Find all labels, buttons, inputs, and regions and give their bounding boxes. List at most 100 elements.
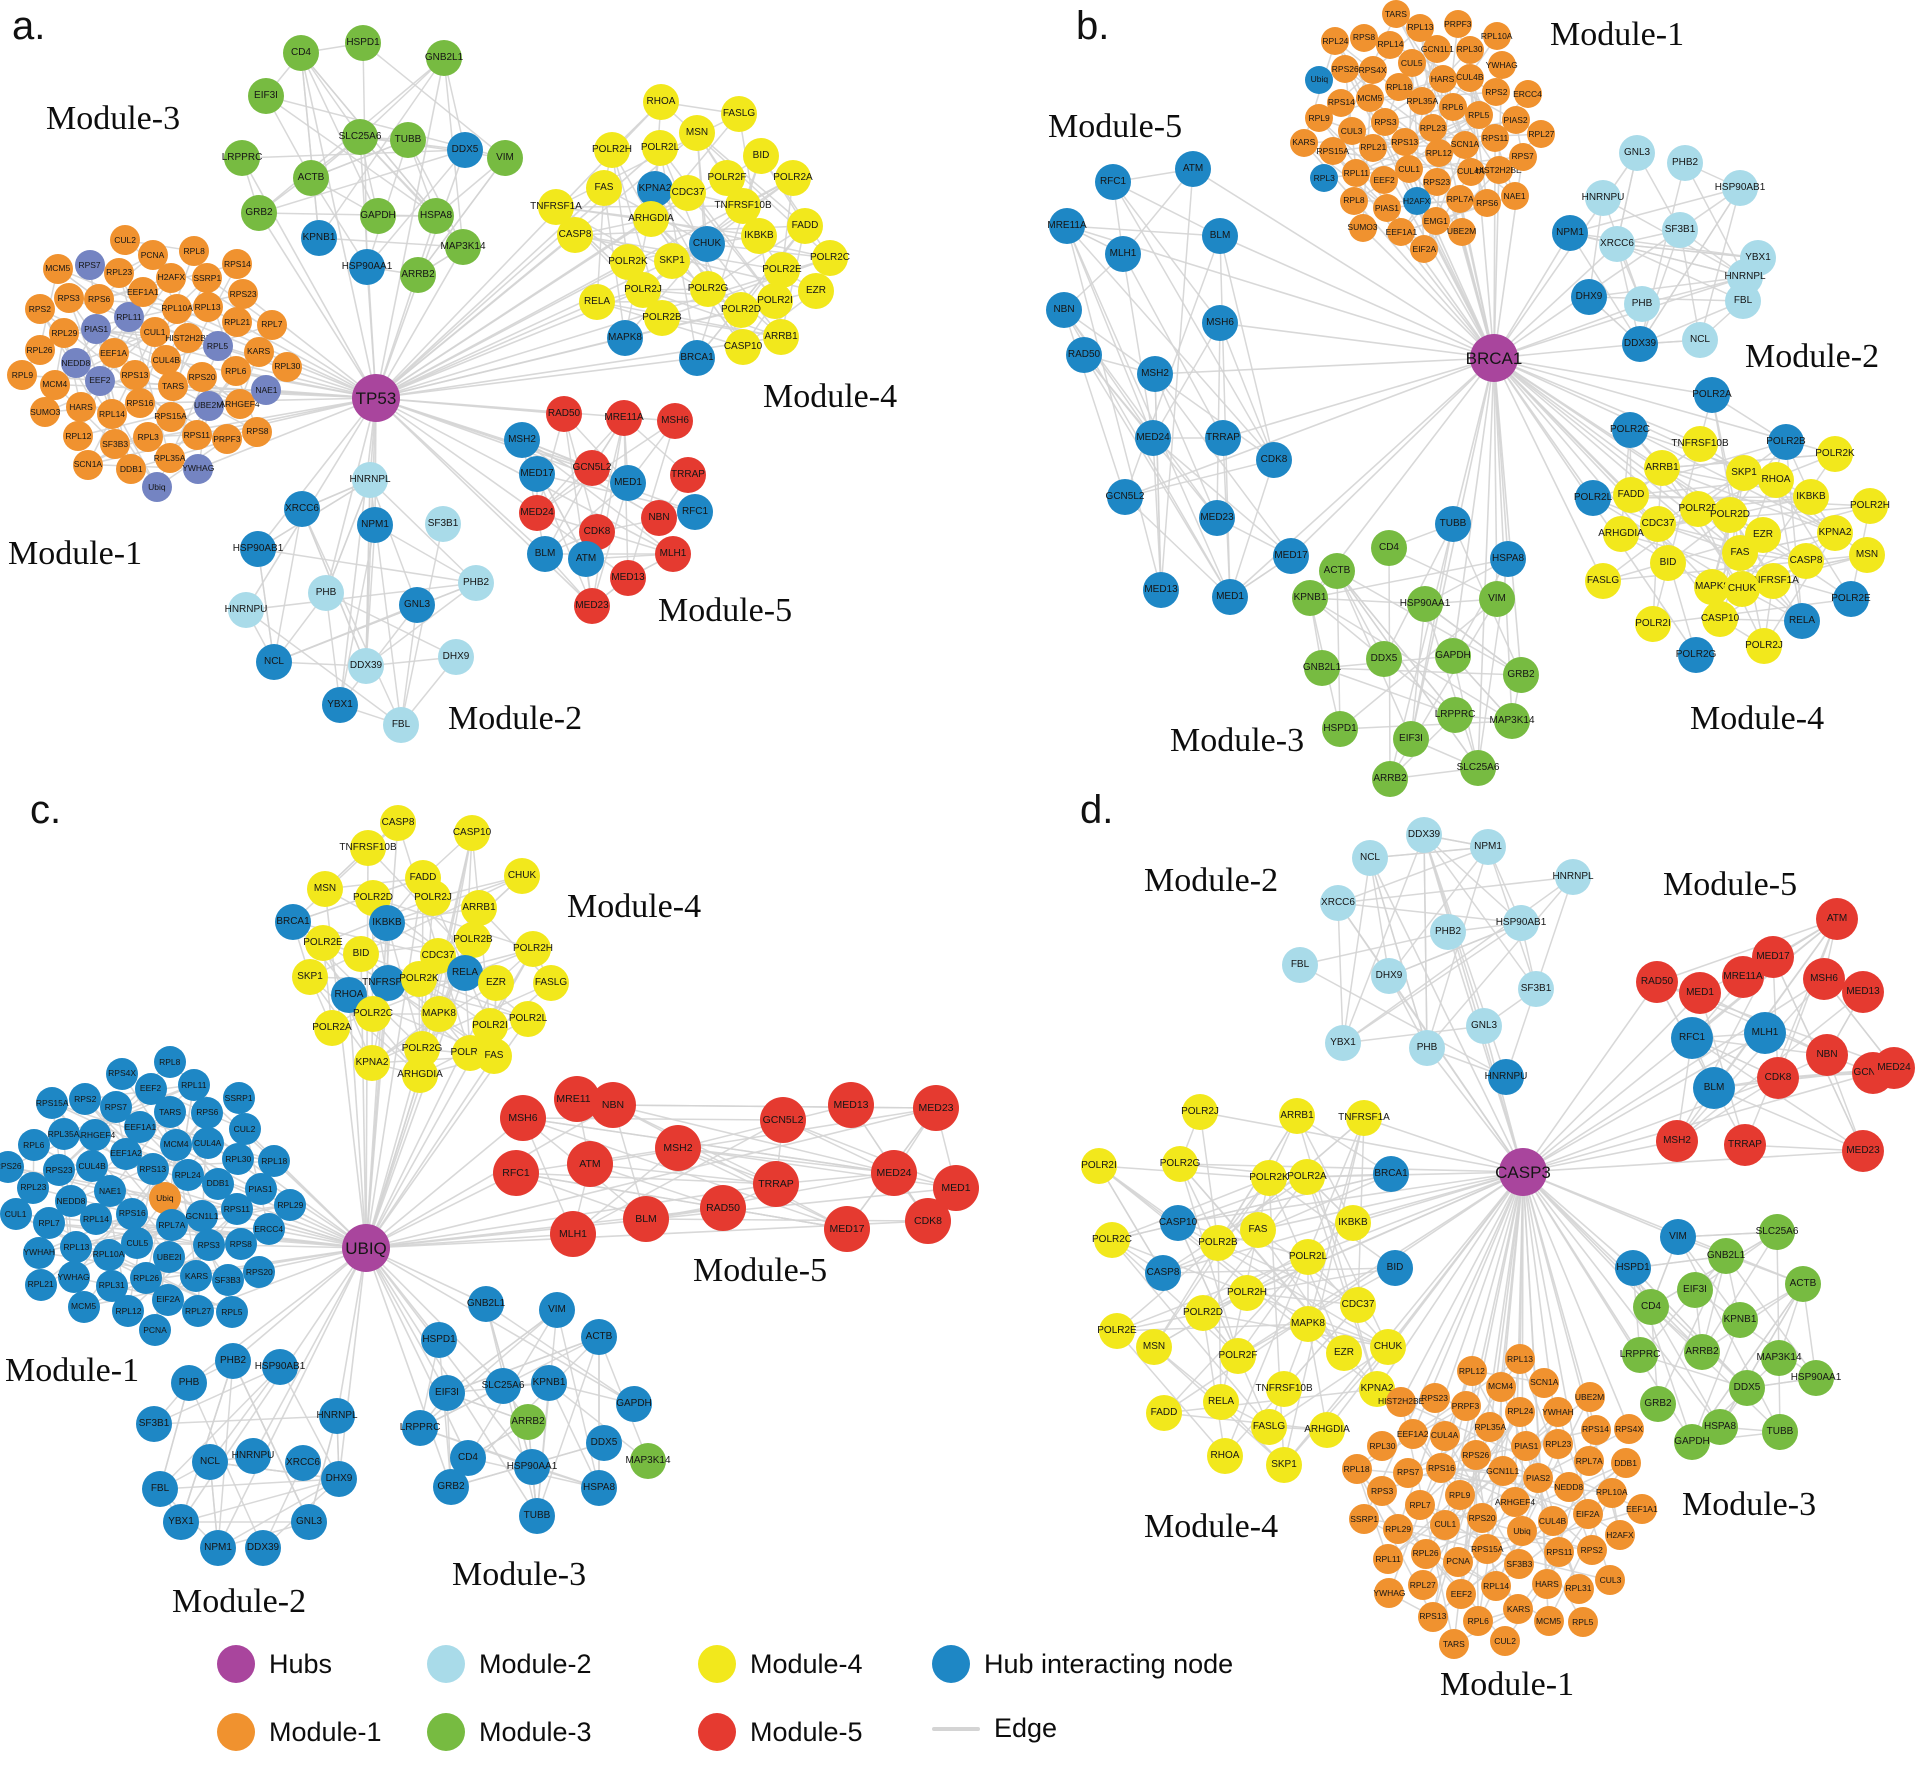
node-rps13: RPS13 [1390, 128, 1419, 157]
node-faslg: FASLG [533, 965, 569, 1001]
node-eef2: EEF2 [84, 365, 115, 396]
node-gapdh: GAPDH [616, 1386, 652, 1422]
node-casp8: CASP8 [557, 217, 593, 253]
node-chuk: CHUK [1724, 571, 1760, 607]
node-pcna: PCNA [137, 239, 168, 270]
node-ddx5: DDX5 [1729, 1370, 1765, 1406]
module-label: Module-2 [1144, 862, 1279, 899]
module-label: Module-4 [763, 378, 898, 415]
node-chuk: CHUK [1370, 1329, 1406, 1365]
node-med17: MED17 [519, 456, 555, 492]
node-hnrnpu: HNRNPU [232, 1438, 274, 1474]
node-rps15a: RPS15A [154, 401, 187, 432]
node-scn1a: SCN1A [1529, 1367, 1560, 1398]
node-cul5: CUL5 [1397, 49, 1426, 78]
node-eef1a: EEF1A [98, 338, 129, 369]
node-mre11a: MRE11A [604, 400, 644, 436]
node-rpl13: RPL13 [192, 292, 223, 323]
node-vim: VIM [539, 1292, 575, 1328]
node-fas: FAS [1722, 535, 1758, 571]
module-label: Module-5 [658, 592, 793, 629]
node-rpl27: RPL27 [1407, 1570, 1438, 1601]
node-atm: ATM [568, 541, 604, 577]
node-trrap: TRRAP [670, 457, 706, 493]
node-eif2a: EIF2A [152, 1283, 185, 1316]
node-npm1: NPM1 [357, 507, 393, 543]
node-rpl21: RPL21 [24, 1268, 57, 1301]
node-lrpprc: LRPPRC [222, 140, 262, 176]
node-rps20: RPS20 [1467, 1503, 1498, 1534]
module-label: Module-5 [1048, 108, 1183, 145]
node-pias2: PIAS2 [1523, 1462, 1554, 1493]
node-rps23: RPS23 [43, 1154, 76, 1187]
node-med17: MED17 [824, 1206, 870, 1252]
node-rpl29: RPL29 [274, 1188, 307, 1221]
node-gapdh: GAPDH [1674, 1424, 1710, 1460]
node-pias2: PIAS2 [1501, 105, 1530, 134]
node-ddx39: DDX39 [1622, 326, 1658, 362]
node-mcm5: MCM5 [42, 253, 73, 284]
node-hars: HARS [1531, 1569, 1562, 1599]
node-rpl35a: RPL35A [47, 1117, 80, 1150]
node-rpl24: RPL24 [1505, 1396, 1536, 1427]
node-hist2h2be: HIST2H2BE [1475, 155, 1522, 184]
node-polr2a: POLR2A [1287, 1159, 1327, 1195]
node-gnb2l1: GNB2L1 [425, 40, 463, 76]
module-label: Module-3 [1170, 722, 1305, 759]
node-skp1: SKP1 [1726, 455, 1762, 491]
node-actb: ACTB [1319, 553, 1355, 589]
node-gnl3: GNL3 [399, 587, 435, 623]
node-faslg: FASLG [1251, 1409, 1287, 1445]
node-kars: KARS [180, 1259, 213, 1292]
node-polr2h: POLR2H [1850, 488, 1890, 524]
node-tubb: TUBB [390, 122, 426, 158]
node-rps13: RPS13 [119, 359, 150, 390]
node-arhgdia: ARHGDIA [628, 201, 674, 237]
node-rps2: RPS2 [24, 294, 55, 325]
node-hspd1: HSPD1 [1615, 1250, 1651, 1286]
node-rpl12: RPL12 [1456, 1355, 1487, 1386]
node-arhgdia: ARHGDIA [1304, 1412, 1350, 1448]
node-rpl9: RPL9 [1444, 1479, 1475, 1510]
node-rpl6: RPL6 [17, 1129, 50, 1162]
node-ywhah: YWHAH [23, 1236, 56, 1269]
node-rfc1: RFC1 [1671, 1017, 1713, 1059]
node-rpl7a: RPL7A [1574, 1445, 1605, 1476]
node-polr2g: POLR2G [1160, 1146, 1200, 1182]
node-blm: BLM [623, 1196, 669, 1242]
node-gnl3: GNL3 [1466, 1008, 1502, 1044]
node-ddb1: DDB1 [116, 453, 147, 484]
node-rps14: RPS14 [222, 249, 253, 280]
node-gnb2l1: GNB2L1 [1707, 1238, 1745, 1274]
node-chuk: CHUK [504, 858, 540, 894]
node-slc25a6: SLC25A6 [482, 1368, 524, 1404]
node-rpl11: RPL11 [113, 302, 144, 333]
module-label: Module-4 [567, 888, 702, 925]
node-ubiq: Ubiq [1305, 65, 1334, 94]
node-ddx39: DDX39 [348, 648, 384, 684]
node-grb2: GRB2 [1503, 657, 1539, 693]
node-polr2k: POLR2K [1815, 436, 1855, 472]
node-hsp90aa1: HSP90AA1 [1791, 1360, 1841, 1396]
node-rps4x: RPS4X [1358, 56, 1387, 85]
node-hist2h2be: HIST2H2BE [165, 322, 212, 353]
node-hnrnpu: HNRNPU [1485, 1059, 1527, 1095]
node-blm: BLM [1693, 1067, 1735, 1109]
node-emg1: EMG1 [1421, 207, 1450, 236]
node-map3k14: MAP3K14 [1489, 703, 1535, 739]
node-polr2e: POLR2E [762, 252, 802, 288]
node-gcn5l2: GCN5L2 [573, 450, 611, 486]
node-ywhag: YWHAG [58, 1261, 90, 1294]
node-ddx5: DDX5 [1366, 641, 1402, 677]
node-hars: HARS [66, 392, 97, 423]
node-med23: MED23 [574, 588, 610, 624]
node-hsp90ab1: HSP90AB1 [233, 531, 283, 567]
node-med17: MED17 [1752, 936, 1794, 978]
node-ube2m: UBE2M [1574, 1381, 1605, 1412]
module-label: Module-4 [1690, 700, 1825, 737]
panel-letter: a. [12, 4, 46, 48]
node-eif2a: EIF2A [1410, 235, 1439, 264]
node-med24: MED24 [1135, 420, 1171, 456]
node-med13: MED13 [610, 560, 646, 596]
node-xrcc6: XRCC6 [1320, 885, 1356, 921]
